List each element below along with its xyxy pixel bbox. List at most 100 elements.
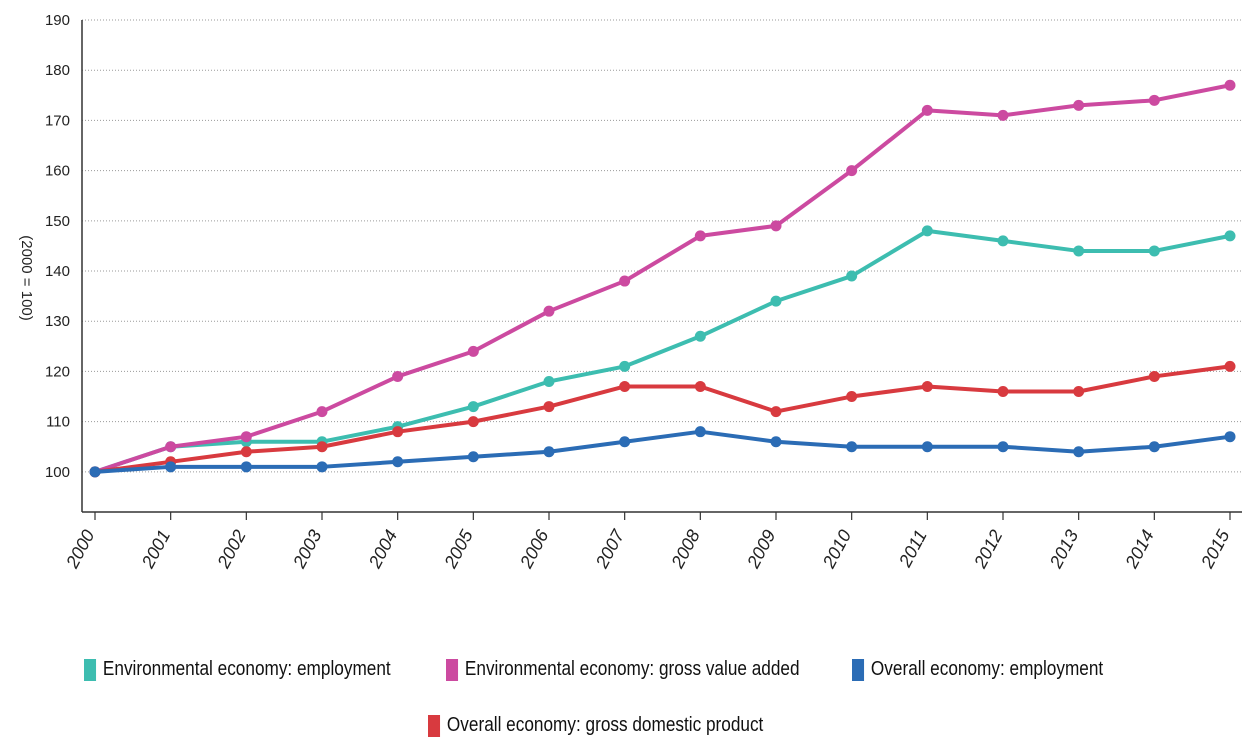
data-point[interactable] [998,386,1009,397]
y-tick-label: 170 [45,112,70,129]
y-axis-label: (2000 = 100) [18,235,35,320]
data-point[interactable] [619,276,630,287]
y-tick-label: 140 [45,263,70,280]
x-tick-label: 2004 [364,526,401,572]
data-point[interactable] [544,446,555,457]
legend-item-overall-employment[interactable]: Overall economy: employment [852,658,1103,681]
series-0 [90,225,1236,477]
x-tick-label: 2002 [213,526,250,572]
y-tick-label: 120 [45,363,70,380]
data-point[interactable] [468,416,479,427]
data-point[interactable] [1073,386,1084,397]
y-tick-label: 100 [45,464,70,481]
x-tick-label: 2006 [516,526,553,573]
data-point[interactable] [695,230,706,241]
data-point[interactable] [771,220,782,231]
legend: Environmental economy: employment Enviro… [0,640,1245,740]
x-tick-label: 2014 [1121,526,1158,572]
data-point[interactable] [1225,361,1236,372]
data-point[interactable] [1225,230,1236,241]
data-point[interactable] [468,401,479,412]
data-point[interactable] [695,381,706,392]
data-point[interactable] [695,426,706,437]
data-point[interactable] [392,456,403,467]
data-point[interactable] [1073,245,1084,256]
x-tick-label: 2005 [440,526,477,573]
data-point[interactable] [846,165,857,176]
legend-label: Environmental economy: employment [103,658,391,681]
legend-swatch [84,659,96,681]
data-point[interactable] [392,426,403,437]
y-axis-ticks: 100 110 120 130 140 150 160 170 180 190 [45,12,70,481]
legend-item-overall-gdp[interactable]: Overall economy: gross domestic product [428,714,763,737]
data-point[interactable] [165,441,176,452]
data-point[interactable] [468,346,479,357]
y-tick-label: 160 [45,163,70,180]
data-point[interactable] [922,105,933,116]
data-point[interactable] [771,436,782,447]
data-point[interactable] [922,441,933,452]
data-point[interactable] [846,391,857,402]
x-tick-label: 2012 [970,526,1007,572]
legend-item-env-employment[interactable]: Environmental economy: employment [84,658,391,681]
x-axis-ticks: 2000 2001 2002 2003 2004 2005 2006 2007 2008 2009… [62,512,1234,572]
data-point[interactable] [998,441,1009,452]
data-point[interactable] [619,436,630,447]
data-point[interactable] [695,331,706,342]
data-point[interactable] [1149,95,1160,106]
data-point[interactable] [619,361,630,372]
x-tick-label: 2009 [743,526,780,572]
data-point[interactable] [771,406,782,417]
data-point[interactable] [317,461,328,472]
data-point[interactable] [1073,100,1084,111]
y-tick-label: 150 [45,213,70,230]
data-point[interactable] [468,451,479,462]
series-3 [90,361,1236,477]
data-point[interactable] [619,381,630,392]
x-tick-label: 2015 [1197,526,1234,573]
data-point[interactable] [241,431,252,442]
x-tick-label: 2010 [818,526,855,572]
data-point[interactable] [241,446,252,457]
data-point[interactable] [1149,245,1160,256]
data-point[interactable] [165,461,176,472]
legend-swatch [852,659,864,681]
data-point[interactable] [317,406,328,417]
data-point[interactable] [1225,431,1236,442]
data-point[interactable] [1149,441,1160,452]
series-line [95,366,1230,471]
data-point[interactable] [922,381,933,392]
series-group [90,80,1236,478]
data-point[interactable] [90,466,101,477]
x-tick-label: 2013 [1045,526,1082,572]
x-tick-label: 2008 [667,526,704,572]
data-point[interactable] [544,401,555,412]
data-point[interactable] [544,306,555,317]
data-point[interactable] [998,110,1009,121]
legend-swatch [428,715,440,737]
data-point[interactable] [1073,446,1084,457]
data-point[interactable] [1225,80,1236,91]
legend-swatch [446,659,458,681]
y-tick-label: 130 [45,313,70,330]
data-point[interactable] [771,296,782,307]
data-point[interactable] [846,271,857,282]
legend-label: Environmental economy: gross value added [465,658,800,681]
data-point[interactable] [846,441,857,452]
data-point[interactable] [317,441,328,452]
series-1 [90,80,1236,478]
data-point[interactable] [998,235,1009,246]
data-point[interactable] [922,225,933,236]
x-tick-label: 2000 [62,526,99,572]
series-line [95,85,1230,472]
data-point[interactable] [241,461,252,472]
legend-label: Overall economy: employment [871,658,1103,681]
grid-lines [82,20,1242,472]
x-tick-label: 2007 [591,526,628,573]
data-point[interactable] [392,371,403,382]
x-tick-label: 2001 [137,526,174,572]
legend-item-env-gva[interactable]: Environmental economy: gross value added [446,658,800,681]
data-point[interactable] [544,376,555,387]
data-point[interactable] [1149,371,1160,382]
